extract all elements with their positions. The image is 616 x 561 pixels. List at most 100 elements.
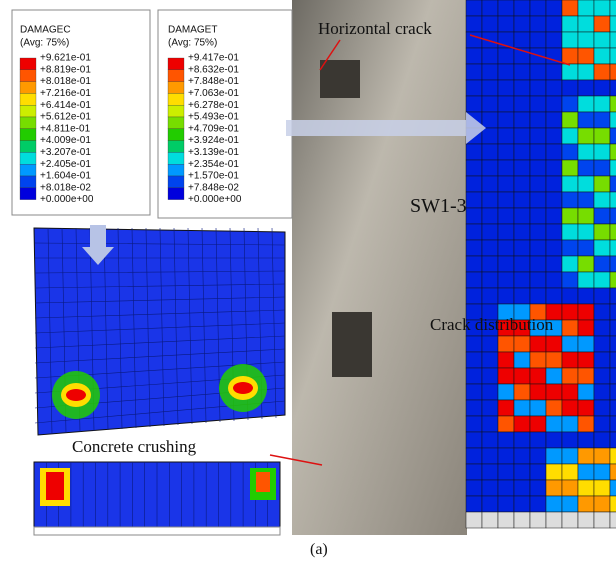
mesh-cell	[578, 128, 594, 144]
mesh-cell	[514, 368, 530, 384]
mesh-cell	[466, 192, 482, 208]
mesh-cell	[466, 416, 482, 432]
mesh-cell	[578, 80, 594, 96]
caption: (a)	[310, 541, 328, 558]
mesh-cell	[466, 384, 482, 400]
mesh-cell	[530, 416, 546, 432]
mesh-cell	[546, 464, 562, 480]
mesh-cell	[482, 80, 498, 96]
legend-value: +3.139e-01	[188, 147, 239, 158]
mesh-cell	[530, 0, 546, 16]
legend-swatch	[20, 82, 36, 94]
mesh-cell	[514, 464, 530, 480]
mesh-cell	[498, 128, 514, 144]
mesh-cell	[482, 288, 498, 304]
mesh-cell	[514, 416, 530, 432]
mesh-cell	[530, 496, 546, 512]
mesh-cell	[530, 96, 546, 112]
mesh-cell	[514, 80, 530, 96]
mesh-cell	[466, 352, 482, 368]
mesh-cell	[578, 32, 594, 48]
legend-value: +9.417e-01	[188, 53, 239, 64]
mesh-cell	[498, 48, 514, 64]
mesh-cell	[514, 192, 530, 208]
mesh-cell	[594, 432, 610, 448]
mesh-cell	[514, 224, 530, 240]
mesh-cell	[610, 32, 616, 48]
mesh-cell	[562, 240, 578, 256]
mesh-cell	[514, 288, 530, 304]
legend-swatch	[20, 141, 36, 153]
mesh-cell	[594, 336, 610, 352]
mesh-cell	[530, 272, 546, 288]
mesh-cell	[482, 400, 498, 416]
mesh-cell	[578, 416, 594, 432]
mesh-cell	[498, 432, 514, 448]
mesh-cell	[514, 32, 530, 48]
mesh-cell	[498, 176, 514, 192]
mesh-cell	[594, 64, 610, 80]
mesh-cell	[562, 128, 578, 144]
mesh-cell	[562, 192, 578, 208]
mesh-cell	[546, 288, 562, 304]
mesh-cell	[594, 16, 610, 32]
mesh-cell	[562, 512, 578, 528]
legend-swatch	[168, 70, 184, 82]
mesh-cell	[498, 160, 514, 176]
legend-value: +4.009e-01	[40, 135, 91, 146]
mesh-cell	[466, 176, 482, 192]
mesh-cell	[594, 496, 610, 512]
mesh-cell	[578, 336, 594, 352]
mesh-cell	[562, 32, 578, 48]
mesh-cell	[610, 304, 616, 320]
mesh-cell	[498, 512, 514, 528]
mesh-cell	[562, 176, 578, 192]
mesh-cell	[594, 192, 610, 208]
legend-value: +6.278e-01	[188, 100, 239, 111]
legend-swatch	[168, 105, 184, 117]
mesh-cell	[562, 352, 578, 368]
mesh-cell	[482, 464, 498, 480]
annotation: SW1-3	[410, 195, 467, 217]
legend-swatch	[20, 93, 36, 105]
legend-value: +3.207e-01	[40, 147, 91, 158]
mesh-cell	[546, 448, 562, 464]
mesh-cell	[578, 160, 594, 176]
mesh-cell	[530, 224, 546, 240]
mesh-cell	[610, 352, 616, 368]
mesh-cell	[594, 480, 610, 496]
mesh-cell	[482, 224, 498, 240]
mesh-cell	[514, 64, 530, 80]
legend-value: +7.216e-01	[40, 88, 91, 99]
mesh-cell	[466, 80, 482, 96]
mesh-cell	[578, 432, 594, 448]
mesh-cell	[514, 336, 530, 352]
annotation: Horizontal crack	[318, 19, 432, 38]
mesh-cell	[594, 416, 610, 432]
mesh-cell	[610, 336, 616, 352]
mesh-cell	[578, 384, 594, 400]
mesh-cell	[610, 112, 616, 128]
mesh-cell	[546, 0, 562, 16]
mesh-cell	[466, 32, 482, 48]
legend-swatch	[168, 129, 184, 141]
mesh-cell	[498, 496, 514, 512]
mesh-cell	[530, 464, 546, 480]
mesh-cell	[610, 208, 616, 224]
mesh-cell	[530, 240, 546, 256]
mesh-cell	[530, 192, 546, 208]
mesh-cell	[530, 144, 546, 160]
legend-value: +7.848e-01	[188, 76, 239, 87]
mesh-cell	[498, 16, 514, 32]
mesh-cell	[562, 224, 578, 240]
mesh-cell	[546, 496, 562, 512]
mesh-cell	[498, 208, 514, 224]
mesh-cell	[610, 400, 616, 416]
mesh-cell	[514, 16, 530, 32]
mesh-cell	[610, 288, 616, 304]
mesh-cell	[610, 320, 616, 336]
mesh-cell	[530, 368, 546, 384]
mesh-cell	[578, 144, 594, 160]
damage-mesh	[34, 228, 285, 435]
mesh-cell	[610, 48, 616, 64]
